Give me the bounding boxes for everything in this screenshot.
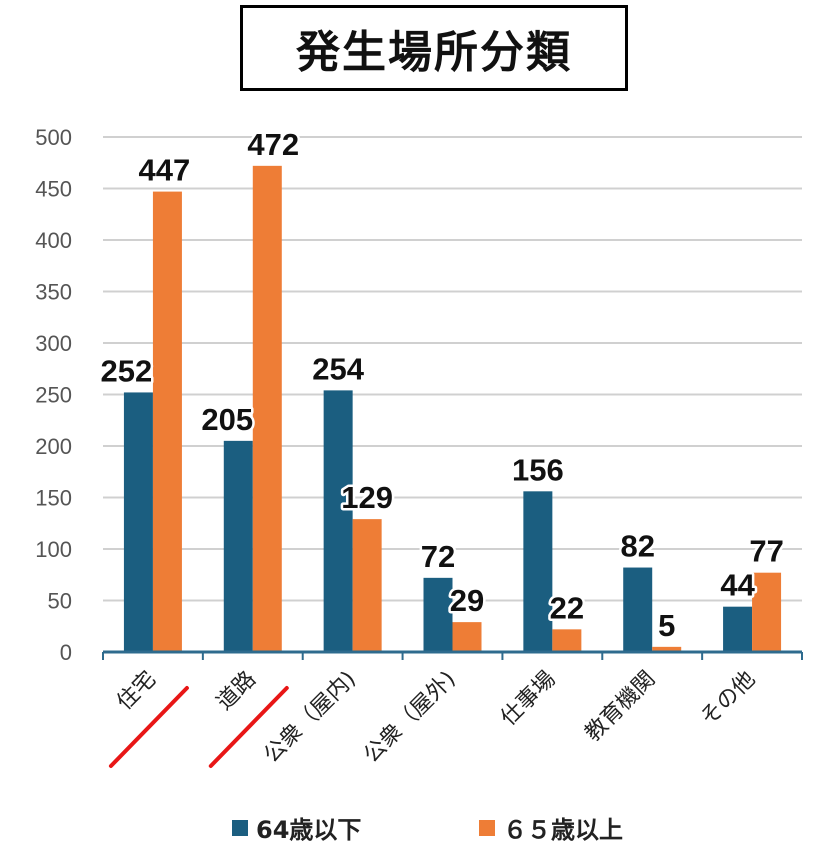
bar-series2-3 <box>452 622 482 652</box>
bar-series2-2 <box>352 519 382 652</box>
x-label-4: 仕事場 <box>496 667 560 731</box>
red-strike-line <box>208 686 289 768</box>
legend-swatch-series2 <box>479 819 495 836</box>
x-label-3: 公衆（屋外) <box>359 667 461 769</box>
data-label-series1-0: 252 <box>101 353 153 388</box>
x-label-1: 道路 <box>212 667 261 716</box>
y-tick-label: 0 <box>60 640 72 665</box>
y-tick-label: 200 <box>35 434 72 459</box>
x-label-5: 教育機関 <box>581 667 661 747</box>
data-label-series1-1: 205 <box>201 402 253 437</box>
y-tick-label: 400 <box>35 228 72 253</box>
data-label-series1-6: 44 <box>720 568 755 603</box>
y-tick-label: 450 <box>35 177 72 202</box>
legend-swatch-series1 <box>232 819 248 836</box>
x-label-2: 公衆（屋内) <box>259 667 361 769</box>
y-tick-label: 50 <box>48 589 72 614</box>
red-strike-line <box>108 686 189 768</box>
y-tick-label: 100 <box>35 537 72 562</box>
bar-series1-0 <box>123 392 153 652</box>
data-label-series2-3: 29 <box>450 583 484 618</box>
data-label-series2-0: 447 <box>139 153 191 188</box>
bar-series1-2 <box>323 390 353 652</box>
data-label-series1-5: 82 <box>620 529 654 564</box>
bar-series1-4 <box>523 491 553 652</box>
bar-series2-0 <box>152 191 182 652</box>
bar-series1-1 <box>223 440 253 652</box>
data-label-series2-1: 472 <box>247 127 299 162</box>
chart-title: 発生場所分類 <box>296 27 572 78</box>
chart-title-box: 発生場所分類 <box>240 5 628 91</box>
bar-series1-5 <box>623 567 653 652</box>
legend-label-series1: 64歳以下 <box>256 816 362 844</box>
y-tick-label: 300 <box>35 331 72 356</box>
data-label-series2-5: 5 <box>658 608 675 643</box>
y-tick-label: 500 <box>35 125 72 150</box>
x-axis <box>102 650 803 660</box>
bar-series2-4 <box>552 629 582 652</box>
bar-series1-6 <box>723 606 753 652</box>
data-label-series2-4: 22 <box>550 590 584 625</box>
y-tick-label: 350 <box>35 280 72 305</box>
bar-series2-6 <box>752 572 782 652</box>
legend-label-series2: ６５歳以上 <box>503 816 623 844</box>
y-tick-label: 250 <box>35 383 72 408</box>
legend-item-series1: 64歳以下 <box>232 810 361 845</box>
y-axis-ticks: 0 50 100 150 200 250 300 350 400 450 500 <box>35 125 72 665</box>
x-label-6: その他 <box>696 667 760 731</box>
y-tick-label: 150 <box>35 486 72 511</box>
bar-series2-1 <box>252 165 282 652</box>
bars <box>123 165 782 652</box>
data-label-series1-3: 72 <box>421 539 455 574</box>
data-label-series2-6: 77 <box>749 534 783 569</box>
bar-series2-5 <box>652 646 682 652</box>
legend-item-series2: ６５歳以上 <box>479 810 623 845</box>
x-label-0: 住宅 <box>112 667 161 716</box>
legend: 64歳以下 ６５歳以上 <box>0 810 829 846</box>
bar-series1-3 <box>423 577 453 652</box>
data-label-series2-2: 129 <box>341 480 393 515</box>
data-label-series1-2: 254 <box>312 351 364 386</box>
data-label-series1-4: 156 <box>512 452 564 487</box>
gridlines <box>103 136 802 602</box>
data-labels: 252 205 254 72 156 82 44 447 472 129 29 22 5 77 <box>98 124 786 645</box>
